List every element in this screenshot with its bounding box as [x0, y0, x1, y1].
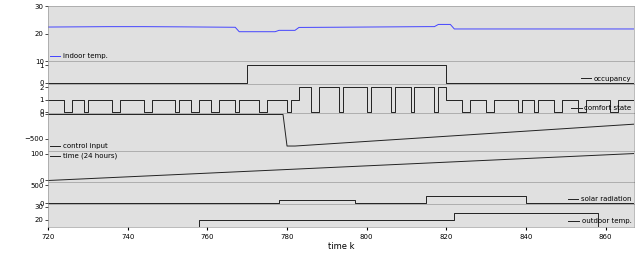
Legend: comfort state: comfort state [570, 104, 632, 112]
X-axis label: time k: time k [328, 242, 354, 251]
Legend: time (24 hours): time (24 hours) [49, 152, 118, 160]
Legend: indoor temp.: indoor temp. [49, 53, 109, 60]
Legend: occupancy: occupancy [580, 75, 632, 82]
Legend: outdoor temp.: outdoor temp. [568, 218, 632, 225]
Legend: solar radiation: solar radiation [567, 195, 632, 203]
Legend: control input: control input [49, 142, 109, 150]
